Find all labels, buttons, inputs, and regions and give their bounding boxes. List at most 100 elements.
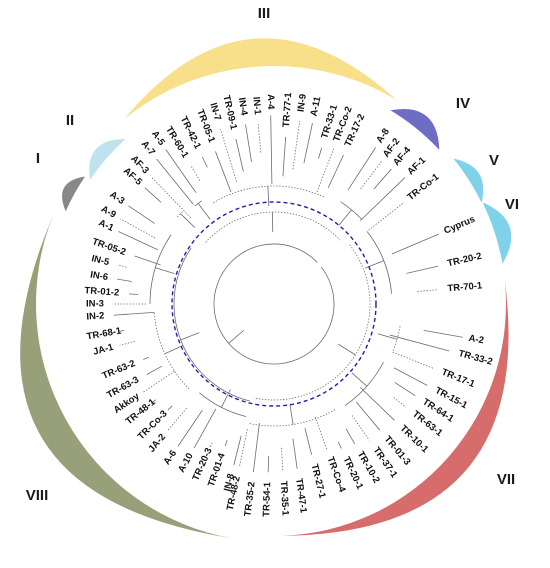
terminal-branch (141, 370, 175, 394)
terminal-branch (128, 293, 139, 295)
terminal-branch (233, 435, 242, 465)
terminal-branch (156, 158, 194, 205)
clade-arc-vii (282, 279, 509, 536)
leaf-label: TR-35-1 (278, 481, 291, 517)
terminal-branch (190, 165, 201, 181)
internal-connector (155, 267, 175, 274)
clade-arc-v (453, 158, 484, 203)
terminal-branch (314, 416, 328, 451)
terminal-branch (117, 264, 127, 268)
internal-branch (149, 234, 172, 305)
terminal-branch (394, 382, 416, 397)
terminal-branch (360, 177, 406, 221)
internal-branch (153, 312, 190, 390)
internal-connector (365, 260, 384, 269)
clade-label: VII (497, 471, 515, 488)
leaf-label: Cyprus (442, 214, 476, 237)
leaf-label: IN-6 (89, 269, 108, 283)
terminal-branch (143, 356, 149, 360)
terminal-branch (167, 405, 173, 411)
leaf-label: A-3 (108, 189, 127, 207)
internal-connector (228, 329, 245, 344)
leaf-label: JA-1 (92, 342, 115, 358)
leaf-label: IN-3 (86, 299, 104, 310)
terminal-branch (304, 428, 312, 455)
internal-connector (351, 372, 368, 387)
leaf-label: TR-17-1 (440, 367, 477, 391)
leaf-label: TR-77-1 (281, 91, 294, 127)
terminal-branch (144, 187, 162, 203)
terminal-branch (235, 138, 244, 172)
leaf-label: A-2 (468, 333, 485, 346)
leaf-label: TR-47-1 (293, 478, 309, 515)
terminal-branch (417, 289, 438, 292)
clade-arc-i (62, 176, 85, 212)
clade-label: IV (456, 95, 470, 112)
terminal-branch (389, 334, 450, 352)
clade-label: VIII (26, 487, 49, 504)
terminal-branch (327, 154, 344, 189)
terminal-branch (345, 428, 356, 444)
internal-connector (180, 332, 200, 341)
terminal-branch (282, 136, 287, 177)
terminal-branch (318, 147, 323, 159)
tree-branches (113, 115, 463, 473)
terminal-branch (215, 151, 232, 193)
terminal-branch (292, 120, 301, 170)
leaf-label: IN-4 (236, 97, 250, 117)
terminal-branch (167, 407, 187, 431)
clade-label: II (66, 112, 74, 129)
terminal-branch (257, 123, 262, 153)
terminal-branch (360, 387, 395, 421)
clade-arc-viii (20, 214, 233, 539)
leaf-label: A-1 (97, 217, 116, 234)
terminal-branch (118, 231, 159, 251)
terminal-branch (393, 397, 407, 408)
internal-connector (164, 345, 184, 355)
internal-connector (220, 389, 231, 408)
terminal-branch (391, 233, 440, 255)
clade-arc-vi (482, 202, 512, 264)
clade-arcs (20, 38, 512, 539)
internal-connector (338, 209, 352, 226)
leaf-label: IN-9 (296, 93, 309, 112)
root-dashed-circle (171, 201, 377, 407)
internal-branch (177, 210, 184, 218)
terminal-branch (120, 218, 156, 239)
internal-connector (180, 213, 196, 228)
terminal-branch (165, 149, 197, 193)
internal-connector (289, 404, 294, 425)
terminal-branch (281, 447, 284, 472)
terminal-branch (347, 147, 376, 191)
internal-connector (267, 186, 270, 207)
terminal-branch (423, 330, 463, 338)
internal-connector (338, 343, 356, 356)
leaf-label: IN-2 (86, 310, 105, 322)
terminal-branch (267, 455, 270, 473)
leaf-label: IN-7 (207, 102, 223, 122)
leaf-label: A-6 (162, 448, 180, 467)
terminal-branch (202, 156, 208, 168)
terminal-branch (220, 129, 237, 182)
terminal-branch (393, 367, 428, 386)
clade-label: I (36, 150, 40, 167)
clade-label: V (489, 152, 499, 169)
leaf-label: TR-68-1 (86, 325, 123, 342)
terminal-branch (113, 311, 155, 316)
terminal-branch (252, 423, 260, 473)
terminal-branch (224, 440, 228, 446)
leaf-label: TR-01-2 (84, 285, 120, 298)
terminal-branch (150, 399, 157, 404)
terminal-branch (351, 415, 370, 441)
leaf-label: TR-35-2 (242, 481, 257, 517)
terminal-branch (209, 442, 213, 449)
leaf-label: TR-33-2 (457, 348, 494, 368)
leaf-label: IN-1 (250, 96, 263, 116)
clade-label: VI (505, 196, 519, 213)
clade-arc-ii (89, 139, 126, 180)
leaf-label: IN-5 (90, 253, 111, 268)
terminal-branch (134, 255, 161, 266)
internal-branch (173, 247, 250, 402)
terminal-branch (292, 438, 298, 469)
